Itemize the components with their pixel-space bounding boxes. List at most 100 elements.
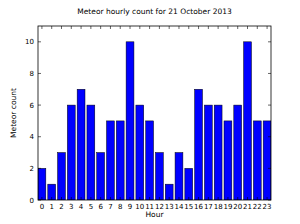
x-tick-top bbox=[139, 26, 140, 29]
bar bbox=[48, 184, 56, 200]
x-tick bbox=[100, 197, 101, 200]
bars bbox=[38, 42, 271, 200]
x-tick-top bbox=[257, 26, 258, 29]
x-tick-label: 0 bbox=[40, 203, 44, 211]
bar bbox=[58, 153, 66, 200]
bar bbox=[67, 105, 75, 200]
x-tick bbox=[61, 197, 62, 200]
x-tick-label: 13 bbox=[165, 203, 174, 211]
x-tick-label: 10 bbox=[135, 203, 144, 211]
x-tick bbox=[110, 197, 111, 200]
bar bbox=[155, 153, 163, 200]
plot-frame bbox=[38, 26, 271, 200]
x-tick bbox=[208, 197, 209, 200]
x-tick bbox=[188, 197, 189, 200]
x-tick bbox=[267, 197, 268, 200]
y-tick-label: 6 bbox=[30, 102, 35, 110]
bar bbox=[97, 153, 105, 200]
x-tick-label: 8 bbox=[118, 203, 122, 211]
bar bbox=[136, 105, 144, 200]
y-tick-right bbox=[268, 73, 271, 74]
y-tick-right bbox=[268, 200, 271, 201]
x-tick-top bbox=[227, 26, 228, 29]
x-tick-label: 17 bbox=[204, 203, 213, 211]
x-tick bbox=[41, 197, 42, 200]
y-tick bbox=[38, 41, 41, 42]
x-tick bbox=[159, 197, 160, 200]
y-tick bbox=[38, 105, 41, 106]
x-tick-label: 1 bbox=[49, 203, 53, 211]
x-tick bbox=[178, 197, 179, 200]
bar bbox=[185, 168, 193, 200]
x-tick bbox=[130, 197, 131, 200]
bar bbox=[195, 89, 203, 200]
bar bbox=[204, 105, 212, 200]
x-tick-label: 19 bbox=[223, 203, 232, 211]
bar bbox=[77, 89, 85, 200]
x-tick bbox=[71, 197, 72, 200]
x-tick-label: 2 bbox=[59, 203, 63, 211]
x-tick bbox=[227, 197, 228, 200]
x-tick-top bbox=[71, 26, 72, 29]
x-tick-label: 7 bbox=[108, 203, 112, 211]
bar bbox=[253, 121, 261, 200]
x-tick-top bbox=[51, 26, 52, 29]
x-tick-label: 5 bbox=[89, 203, 93, 211]
x-tick bbox=[218, 197, 219, 200]
x-tick-top bbox=[247, 26, 248, 29]
x-tick bbox=[51, 197, 52, 200]
bar bbox=[234, 105, 242, 200]
x-tick-top bbox=[81, 26, 82, 29]
x-tick-top bbox=[237, 26, 238, 29]
title: Meteor hourly count for 21 October 2013 bbox=[77, 7, 232, 16]
y-tick bbox=[38, 136, 41, 137]
y-tick bbox=[38, 73, 41, 74]
x-axis-label: Hour bbox=[145, 210, 164, 219]
chart-root: 0246810012345678910111213141516171819202… bbox=[0, 0, 300, 224]
x-tick-top bbox=[267, 26, 268, 29]
x-tick-top bbox=[110, 26, 111, 29]
bar bbox=[224, 121, 232, 200]
bar bbox=[107, 121, 115, 200]
x-tick bbox=[198, 197, 199, 200]
chart-svg: 0246810012345678910111213141516171819202… bbox=[0, 0, 300, 224]
x-tick-top bbox=[198, 26, 199, 29]
x-tick-label: 22 bbox=[253, 203, 262, 211]
x-tick bbox=[247, 197, 248, 200]
y-tick bbox=[38, 168, 41, 169]
x-tick-label: 23 bbox=[263, 203, 272, 211]
x-tick-top bbox=[218, 26, 219, 29]
x-tick-top bbox=[130, 26, 131, 29]
bar bbox=[165, 184, 173, 200]
x-tick-label: 21 bbox=[243, 203, 252, 211]
bar bbox=[263, 121, 271, 200]
x-tick-label: 14 bbox=[175, 203, 184, 211]
y-tick-label: 8 bbox=[30, 70, 34, 78]
y-tick-right bbox=[268, 136, 271, 137]
y-tick-label: 10 bbox=[25, 38, 34, 46]
x-tick bbox=[169, 197, 170, 200]
x-tick bbox=[120, 197, 121, 200]
x-tick-top bbox=[188, 26, 189, 29]
x-tick-label: 15 bbox=[184, 203, 193, 211]
x-tick-top bbox=[61, 26, 62, 29]
x-tick bbox=[149, 197, 150, 200]
y-tick-right bbox=[268, 168, 271, 169]
x-tick-label: 3 bbox=[69, 203, 73, 211]
x-tick-top bbox=[178, 26, 179, 29]
x-tick-top bbox=[120, 26, 121, 29]
y-tick-label: 2 bbox=[30, 165, 34, 173]
x-tick bbox=[90, 197, 91, 200]
x-tick bbox=[139, 197, 140, 200]
x-tick-label: 9 bbox=[128, 203, 132, 211]
y-tick-label: 4 bbox=[30, 133, 35, 141]
bar bbox=[146, 121, 154, 200]
bar bbox=[87, 105, 95, 200]
y-axis-label: Meteor count bbox=[9, 88, 18, 138]
bar bbox=[126, 42, 134, 200]
x-tick-top bbox=[169, 26, 170, 29]
bar bbox=[175, 153, 183, 200]
bar bbox=[116, 121, 124, 200]
y-tick bbox=[38, 200, 41, 201]
x-tick bbox=[237, 197, 238, 200]
